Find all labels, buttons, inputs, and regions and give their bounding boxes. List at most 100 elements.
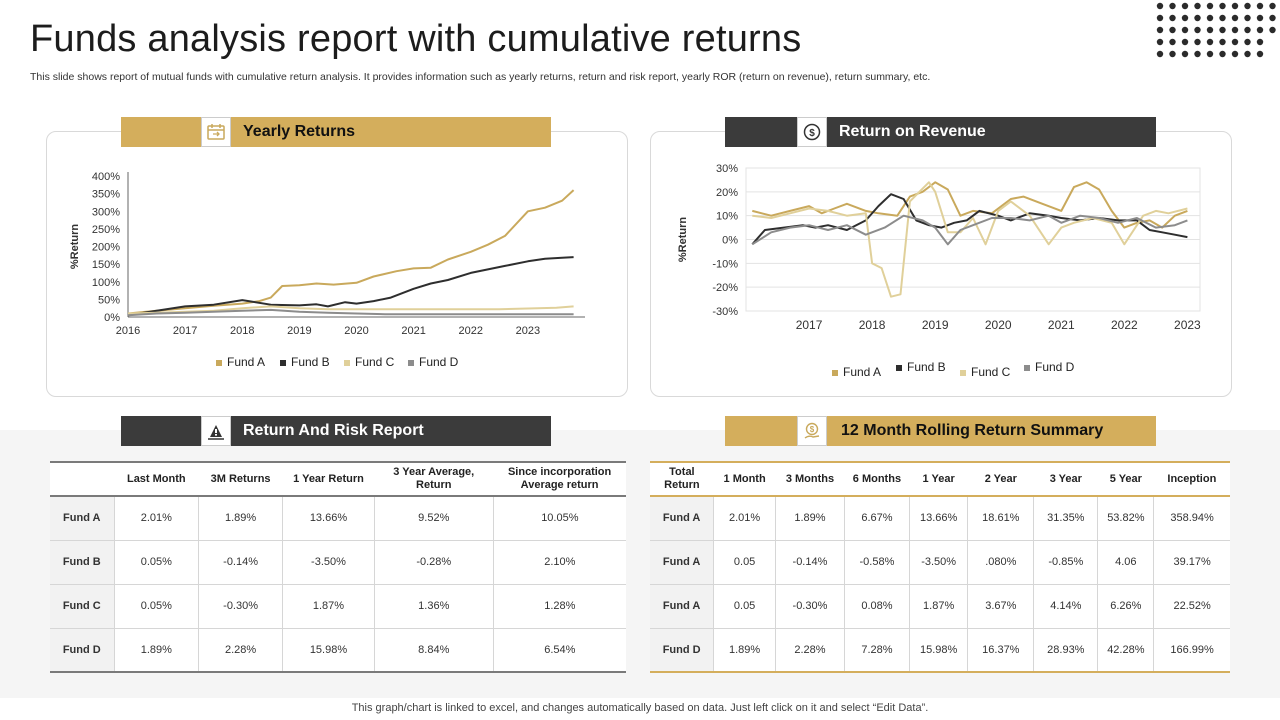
column-header: Last Month xyxy=(126,472,186,485)
x-tick-label: 2022 xyxy=(459,325,483,337)
table-cell: 13.66% xyxy=(909,496,969,541)
table-cell: 15.98% xyxy=(282,628,375,672)
return-on-revenue-title: Return on Revenue xyxy=(839,123,986,140)
row-label: Fund D xyxy=(50,628,115,672)
legend-swatch xyxy=(1024,365,1030,371)
table-row: Fund A 2.01% 1.89% 13.66% 9.52% 10.05% xyxy=(50,496,626,541)
x-tick-label: 2020 xyxy=(985,318,1012,332)
legend-label: Fund B xyxy=(291,355,330,369)
table-cell: 1.89% xyxy=(713,628,776,672)
column-header: 1 Year xyxy=(922,472,955,485)
table-cell: -3.50% xyxy=(909,540,969,585)
table-cell: 2.10% xyxy=(493,540,626,585)
row-label: Fund A xyxy=(650,540,715,585)
page-subtitle: This slide shows report of mutual funds … xyxy=(30,71,931,83)
table-cell: 42.28% xyxy=(1097,628,1155,672)
table-row: Fund D 1.89% 2.28% 15.98% 8.84% 6.54% xyxy=(50,628,626,672)
table-cell: 9.52% xyxy=(374,496,494,541)
table-cell: -0.85% xyxy=(1033,540,1099,585)
legend-swatch xyxy=(344,360,350,366)
column-header: 1 Year Return xyxy=(293,472,364,485)
return-on-revenue-header: $ Return on Revenue xyxy=(725,117,1156,147)
table-cell: 0.08% xyxy=(844,584,910,629)
column-header: 1 Month xyxy=(723,472,766,485)
y-tick-label: -10% xyxy=(712,258,738,270)
return-on-revenue-chart: -30% -20% -10% 0% 10% 20% 30% 2017 2018 2019 2020 2… xyxy=(664,150,1224,385)
y-tick-label: 0% xyxy=(104,312,120,324)
table-cell: .080% xyxy=(967,540,1035,585)
y-tick-label: 150% xyxy=(92,259,120,271)
row-label: Fund A xyxy=(650,496,715,541)
column-header: 3 Year xyxy=(1049,472,1082,485)
table-row: Fund A 0.05 -0.30% 0.08% 1.87% 3.67% 4.14% 6.26… xyxy=(650,584,1230,629)
y-tick-label: 350% xyxy=(92,189,120,201)
legend-label: Fund D xyxy=(419,355,459,369)
x-tick-label: 2017 xyxy=(796,318,823,332)
row-label: Fund C xyxy=(50,584,115,629)
page-title: Funds analysis report with cumulative re… xyxy=(30,18,802,60)
y-tick-label: 250% xyxy=(92,224,120,236)
series-line-fund-b xyxy=(751,193,1188,245)
y-axis-label: %Return xyxy=(677,217,689,263)
table-cell: 2.01% xyxy=(114,496,200,541)
return-risk-title: Return And Risk Report xyxy=(243,422,424,439)
legend-swatch xyxy=(216,360,222,366)
dollar-cycle-icon: $ xyxy=(797,117,827,147)
y-tick-label: 10% xyxy=(716,211,738,223)
rolling-summary-title: 12 Month Rolling Return Summary xyxy=(841,422,1104,439)
x-tick-label: 2018 xyxy=(230,325,254,337)
risk-scale-icon xyxy=(201,416,231,446)
table-cell: 22.52% xyxy=(1153,584,1230,629)
series-line-fund-b xyxy=(127,256,574,317)
x-tick-label: 2021 xyxy=(1048,318,1075,332)
column-header: Since incorporation Average return xyxy=(507,466,612,491)
table-cell: 1.89% xyxy=(114,628,200,672)
svg-text:$: $ xyxy=(810,425,815,434)
yearly-returns-chart: 0% 50% 100% 150% 200% 250% 300% 350% 400% 2016 201… xyxy=(60,160,620,385)
column-header: 5 Year xyxy=(1109,472,1142,485)
legend-swatch xyxy=(960,370,966,376)
legend-swatch xyxy=(896,365,902,371)
column-header: 3M Returns xyxy=(210,472,271,485)
table-cell: 15.98% xyxy=(909,628,969,672)
column-header: 2 Year xyxy=(984,472,1017,485)
table-row: Fund B 0.05% -0.14% -3.50% -0.28% 2.10% xyxy=(50,540,626,585)
table-cell: 358.94% xyxy=(1153,496,1230,541)
return-risk-table: Last Month 3M Returns 1 Year Return 3 Year … xyxy=(50,461,626,673)
legend-label: Fund C xyxy=(355,355,395,369)
table-cell: 1.87% xyxy=(909,584,969,629)
table-cell: 0.05 xyxy=(713,540,776,585)
table-row: Fund D 1.89% 2.28% 7.28% 15.98% 16.37% 28.93% 4… xyxy=(650,628,1230,672)
y-axis-label: %Return xyxy=(69,224,81,270)
table-cell: 166.99% xyxy=(1170,643,1214,656)
table-cell: -0.58% xyxy=(844,540,910,585)
y-tick-label: 0% xyxy=(722,235,738,247)
x-tick-label: 2018 xyxy=(859,318,886,332)
yearly-returns-title: Yearly Returns xyxy=(243,123,356,140)
money-hand-icon: $ xyxy=(797,416,827,446)
table-cell: 31.35% xyxy=(1033,496,1099,541)
row-label: Fund A xyxy=(50,496,115,541)
table-cell: 6.54% xyxy=(544,643,576,656)
table-cell: 2.01% xyxy=(713,496,776,541)
legend-label: Fund D xyxy=(1035,360,1075,374)
table-cell: -0.30% xyxy=(198,584,284,629)
table-cell: 0.05% xyxy=(114,584,200,629)
table-cell: 13.66% xyxy=(282,496,375,541)
table-cell: 1.89% xyxy=(198,496,284,541)
table-cell: -0.28% xyxy=(374,540,494,585)
column-header: 6 Months xyxy=(852,472,902,485)
table-cell: 4.14% xyxy=(1033,584,1099,629)
x-tick-label: 2020 xyxy=(344,325,368,337)
column-header: Inception xyxy=(1167,472,1217,485)
table-cell: 3.67% xyxy=(967,584,1035,629)
rolling-summary-table: Total Return 1 Month 3 Months 6 Months 1 Yea… xyxy=(650,461,1230,673)
column-header: Total Return xyxy=(664,466,700,491)
x-tick-label: 2019 xyxy=(922,318,949,332)
table-cell: 6.67% xyxy=(844,496,910,541)
legend-label: Fund A xyxy=(227,355,265,369)
table-cell: 10.05% xyxy=(493,496,626,541)
y-tick-label: -20% xyxy=(712,282,738,294)
series-line-fund-d xyxy=(127,308,574,317)
plot-frame xyxy=(745,167,1201,312)
